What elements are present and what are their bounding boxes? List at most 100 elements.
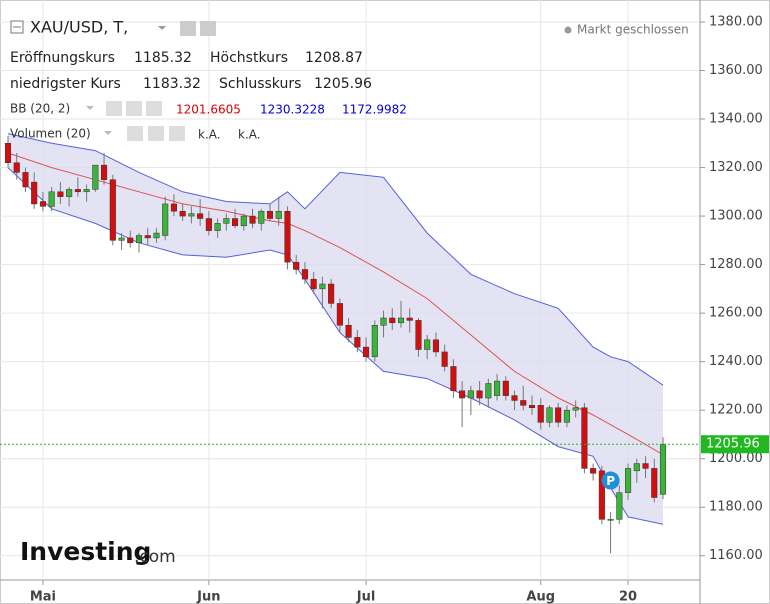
candle-body [389, 317, 396, 324]
y-tick-label: 1340.00 [709, 112, 763, 127]
x-tick-label: 20 [619, 590, 637, 604]
candle-body [310, 278, 317, 290]
candle-body [633, 463, 640, 472]
bb-middle-value: 1201.6605 [176, 103, 241, 117]
candle-body [642, 463, 649, 469]
high-label: Höchstkurs [210, 50, 288, 66]
candle-body [590, 468, 597, 474]
dropdown-icon[interactable] [158, 26, 166, 30]
candle-body [205, 218, 212, 231]
candle-body [232, 218, 239, 227]
candle-body [450, 366, 457, 392]
candle-body [319, 283, 326, 290]
close-icon[interactable] [169, 126, 185, 141]
candle-body [494, 380, 501, 396]
candle-body [31, 181, 38, 205]
candle-body [144, 235, 151, 239]
band-fill [8, 133, 663, 525]
x-tick-label: Aug [526, 590, 555, 604]
eye-icon[interactable] [180, 21, 196, 36]
candle-body [109, 179, 116, 241]
eye-icon[interactable] [106, 101, 122, 116]
dropdown-icon[interactable] [86, 106, 94, 110]
candle-body [22, 172, 29, 188]
candle-body [616, 492, 623, 520]
candle-body [485, 383, 492, 399]
y-tick-label: 1200.00 [709, 451, 763, 466]
y-tick-label: 1280.00 [709, 257, 763, 272]
candle-body [363, 346, 370, 358]
candle-body [380, 317, 387, 326]
symbol-title: XAU/USD, T, [30, 18, 128, 37]
candle-body [13, 162, 20, 173]
candle-body [502, 380, 509, 396]
y-tick-label: 1260.00 [709, 306, 763, 321]
candle-body [240, 215, 247, 227]
event-marker[interactable] [601, 471, 620, 490]
y-tick-label: 1380.00 [709, 14, 763, 29]
candle-body [328, 283, 335, 304]
candle-body [153, 232, 160, 239]
candle-body [170, 203, 177, 212]
candle-body [572, 407, 579, 411]
close-label: Schlusskurs [219, 76, 301, 92]
y-tick-label: 1320.00 [709, 160, 763, 175]
close-icon[interactable] [146, 101, 162, 116]
x-tick-label: Jul [356, 590, 376, 604]
candle-body [563, 409, 570, 423]
candle-body [135, 235, 143, 244]
candle-body [258, 210, 265, 224]
brand-logo: Investing [20, 537, 151, 566]
candle-body [581, 407, 588, 469]
candle-body [546, 407, 553, 423]
candle-body [406, 317, 413, 321]
x-tick-label: Jun [196, 590, 220, 604]
last-price-tag [701, 435, 769, 454]
candle-body [415, 320, 422, 350]
candle-body [74, 189, 81, 193]
candle-body [432, 339, 439, 353]
settings-icon[interactable] [200, 21, 216, 36]
eye-icon[interactable] [127, 126, 143, 141]
candle-body [275, 210, 282, 219]
candle-body [598, 470, 605, 520]
candle-body [214, 223, 221, 231]
candle-body [659, 443, 667, 495]
candle-body [197, 213, 204, 219]
candle-body [293, 261, 300, 270]
candle-body [188, 213, 195, 217]
settings-icon[interactable] [126, 101, 142, 116]
candle-body [459, 390, 466, 399]
y-tick-label: 1220.00 [709, 403, 763, 418]
low-label: niedrigster Kurs [10, 76, 121, 92]
y-tick-label: 1160.00 [709, 548, 763, 563]
volume-value: k.A. [198, 128, 221, 142]
band-upper [7, 133, 664, 386]
candle-body [101, 164, 108, 180]
status-dot [564, 26, 572, 34]
candle-body [249, 215, 256, 224]
bb-lower-value: 1172.9982 [342, 103, 407, 117]
candle-body [301, 269, 308, 280]
candle-body [354, 337, 361, 348]
candle-body [162, 203, 169, 236]
candle-body [48, 191, 55, 207]
bb-upper-value: 1230.3228 [260, 103, 325, 117]
settings-icon[interactable] [148, 126, 164, 141]
dropdown-icon[interactable] [104, 131, 112, 135]
candle-body [397, 317, 405, 324]
legend-panel: XAU/USD, T, Markt geschlossen Eröffnungs… [10, 18, 689, 142]
open-value: 1185.32 [134, 50, 192, 66]
candle-body [57, 191, 64, 197]
volume-value: k.A. [238, 128, 261, 142]
y-tick-label: 1240.00 [709, 354, 763, 369]
candle-body [625, 468, 632, 493]
candle-body [336, 303, 343, 326]
candle-body [179, 210, 186, 217]
candle-body [555, 407, 562, 423]
y-tick-label: 1180.00 [709, 500, 763, 515]
event-marker-label: P [606, 474, 615, 488]
volume-label: Volumen (20) [10, 127, 91, 141]
candle-body [537, 405, 544, 423]
